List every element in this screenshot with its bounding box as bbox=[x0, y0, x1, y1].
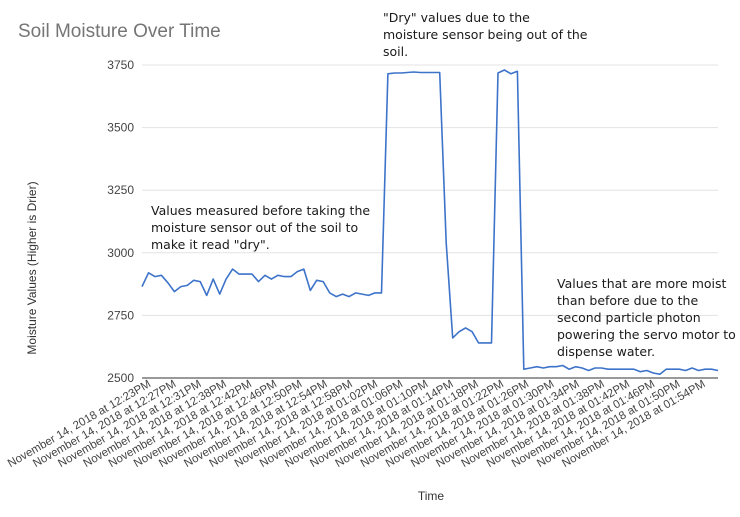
y-axis-label: Moisture Values (Higher is Drier) bbox=[25, 181, 39, 354]
series-line bbox=[141, 69, 719, 376]
gridlines bbox=[142, 64, 718, 379]
y-tick-label: 2750 bbox=[107, 308, 134, 322]
annotation: "Dry" values due to the moisture sensor b… bbox=[383, 10, 588, 59]
annotation-line: Values that are more moist bbox=[557, 276, 727, 291]
y-tick-label: 3000 bbox=[107, 246, 134, 260]
y-tick-label: 3500 bbox=[107, 121, 134, 135]
annotation-line: moisture sensor out of the soil to bbox=[151, 220, 358, 235]
y-tick-label: 3750 bbox=[107, 58, 134, 72]
annotation-line: "Dry" values due to the bbox=[383, 10, 530, 25]
y-tick-label: 3250 bbox=[107, 183, 134, 197]
y-axis-ticks: 2500 2750 3000 3250 3500 3750 bbox=[107, 58, 134, 385]
y-tick-label: 2500 bbox=[107, 371, 134, 385]
annotations: Values measured before taking the moistur… bbox=[151, 10, 736, 359]
annotation: Values that are more moist than before du… bbox=[557, 276, 736, 359]
annotation: Values measured before taking the moistur… bbox=[151, 203, 370, 252]
annotation-line: than before due to the bbox=[557, 293, 698, 308]
annotation-line: soil. bbox=[383, 44, 408, 59]
annotation-line: moisture sensor being out of the bbox=[383, 27, 588, 42]
annotation-line: powering the servo motor to bbox=[557, 327, 736, 342]
chart-title: Soil Moisture Over Time bbox=[18, 21, 221, 42]
x-axis-label: Time bbox=[418, 489, 445, 503]
annotation-line: make it read "dry". bbox=[151, 237, 270, 252]
annotation-line: second particle photon bbox=[557, 310, 701, 325]
series-layer bbox=[141, 69, 719, 376]
annotation-line: Values measured before taking the bbox=[151, 203, 370, 218]
annotation-line: dispense water. bbox=[557, 344, 655, 359]
